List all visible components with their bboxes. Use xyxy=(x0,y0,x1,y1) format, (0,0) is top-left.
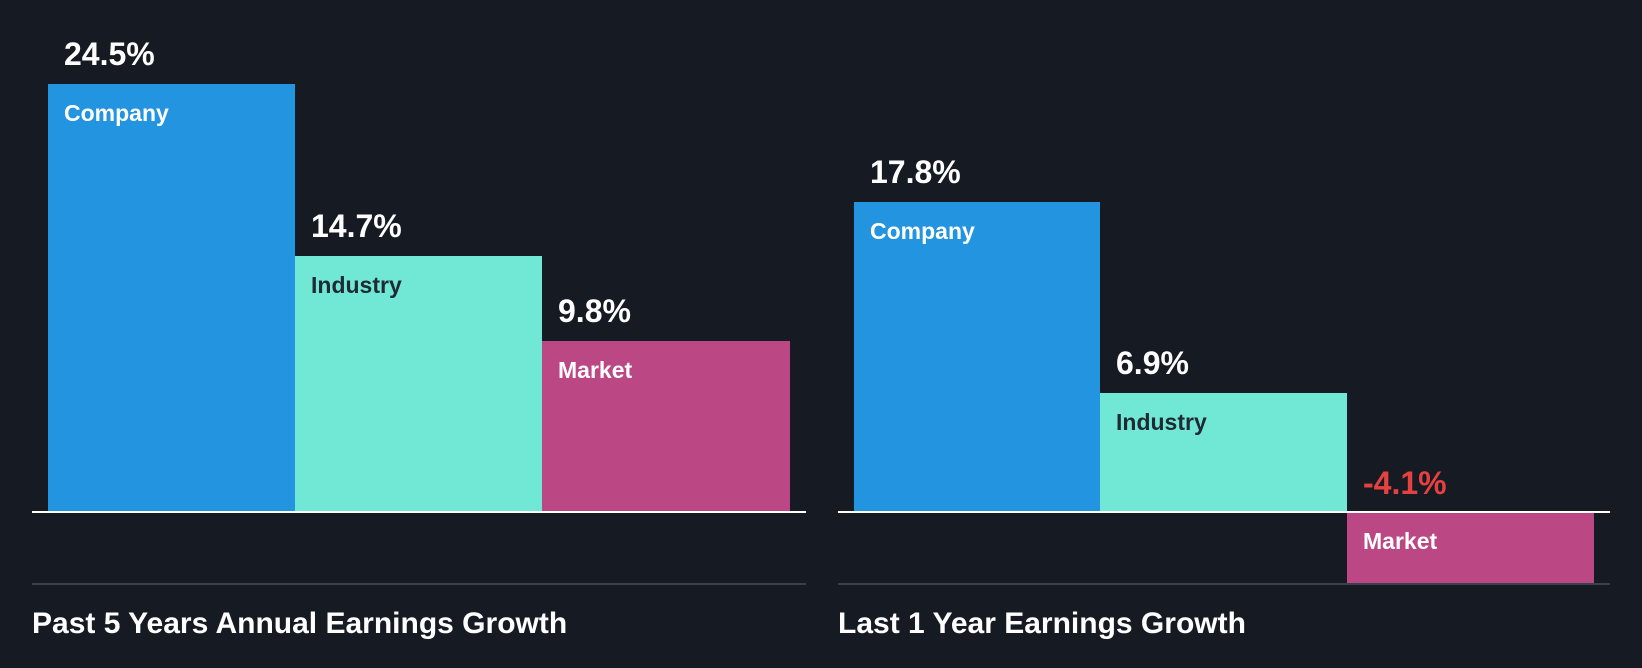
value-label-company: 17.8% xyxy=(870,154,961,190)
bar-company: Company xyxy=(854,202,1100,511)
bar-industry: Industry xyxy=(295,256,542,511)
value-label-industry: 14.7% xyxy=(311,208,402,244)
bar-company: Company xyxy=(48,84,295,511)
chart-title: Past 5 Years Annual Earnings Growth xyxy=(32,607,568,640)
bar-label-market: Market xyxy=(1363,528,1438,554)
value-label-market: -4.1% xyxy=(1363,465,1447,501)
zero-axis-line xyxy=(838,511,1610,513)
value-label-industry: 6.9% xyxy=(1116,345,1189,381)
separator-line xyxy=(838,583,1610,585)
bar-market: Market xyxy=(1347,512,1594,584)
zero-axis-line xyxy=(32,511,806,513)
bar-market: Market xyxy=(542,341,790,511)
bar-label-company: Company xyxy=(870,218,975,244)
bar-label-market: Market xyxy=(558,357,633,383)
bar-label-industry: Industry xyxy=(311,272,402,298)
bar-industry: Industry xyxy=(1100,393,1347,511)
chart-past-5-years: 24.5% Company 14.7% Industry 9.8% Market… xyxy=(0,0,820,668)
bar-label-company: Company xyxy=(64,100,169,126)
chart-title: Last 1 Year Earnings Growth xyxy=(838,607,1246,640)
value-label-market: 9.8% xyxy=(558,293,631,329)
value-label-company: 24.5% xyxy=(64,36,155,72)
separator-line xyxy=(32,583,806,585)
bar-label-industry: Industry xyxy=(1116,409,1207,435)
